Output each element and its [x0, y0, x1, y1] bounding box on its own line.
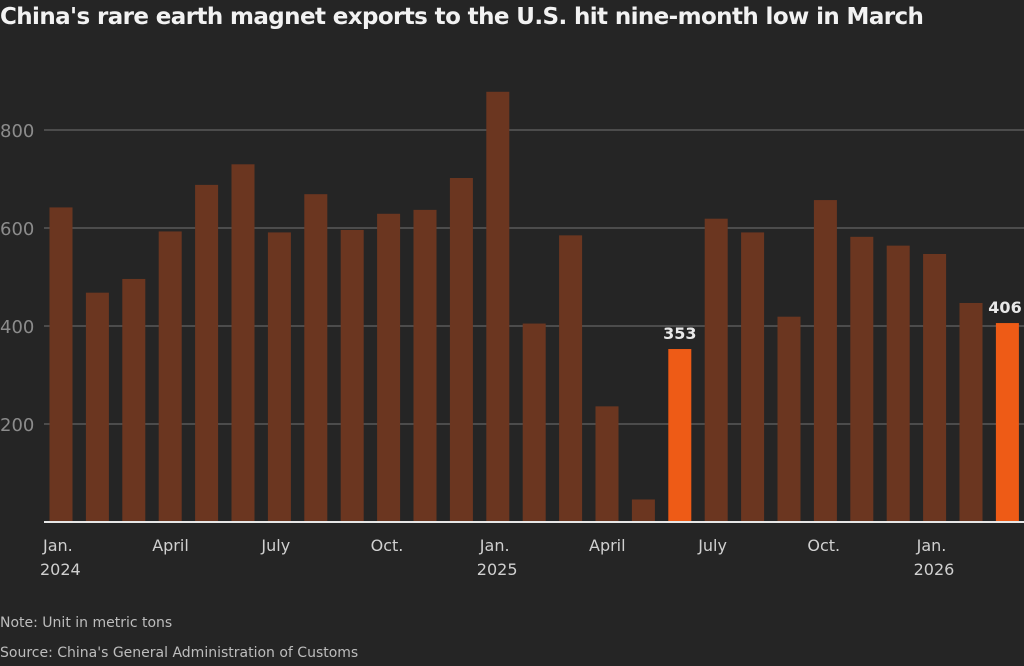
x-tick-label: July — [697, 536, 727, 555]
bar-2025-04 — [595, 406, 619, 522]
data-label: 406 — [988, 298, 1021, 317]
y-tick-label: 200 — [0, 415, 34, 436]
y-tick-label: 800 — [0, 121, 34, 142]
bar-2025-11 — [850, 236, 874, 522]
bar-2024-07 — [267, 232, 291, 522]
bar-2026-03 — [995, 323, 1019, 522]
x-tick-label: Jan. — [916, 536, 947, 555]
bar-2024-12 — [449, 178, 473, 522]
bar-2025-01 — [486, 91, 510, 522]
bar-2024-02 — [85, 292, 109, 522]
x-tick-label: July — [260, 536, 290, 555]
source-text: Source: China's General Administration o… — [0, 645, 359, 661]
bar-2024-05 — [195, 184, 219, 522]
bar-2024-10 — [377, 213, 401, 523]
x-tick-year: 2025 — [477, 560, 518, 579]
bar-2025-12 — [886, 245, 910, 522]
y-tick-label: 600 — [0, 219, 34, 240]
x-tick-year: 2024 — [40, 560, 81, 579]
bar-2024-08 — [304, 194, 328, 522]
chart-title: China's rare earth magnet exports to the… — [0, 4, 924, 30]
bar-2025-08 — [741, 232, 765, 522]
x-tick-label: Jan. — [479, 536, 510, 555]
x-tick-label: Jan. — [42, 536, 73, 555]
note-text: Note: Unit in metric tons — [0, 615, 173, 631]
bar-2024-06 — [231, 164, 255, 523]
bar-2024-04 — [158, 231, 182, 522]
bar-2025-07 — [704, 218, 728, 522]
data-label: 353 — [663, 324, 696, 343]
x-tick-label: April — [152, 536, 189, 555]
bar-2025-06 — [668, 349, 692, 522]
bar-2024-09 — [340, 229, 364, 522]
bar-2024-01 — [49, 207, 73, 523]
x-tick-label: Oct. — [371, 536, 404, 555]
bar-2026-02 — [959, 302, 983, 522]
bar-2024-11 — [413, 209, 437, 522]
bar-2026-01 — [923, 253, 947, 522]
bar-2025-05 — [631, 499, 655, 522]
bar-2025-02 — [522, 323, 546, 522]
bar-2024-03 — [122, 278, 146, 522]
x-tick-label: April — [589, 536, 626, 555]
bar-2025-09 — [777, 316, 801, 522]
x-tick-year: 2026 — [914, 560, 955, 579]
y-tick-label: 400 — [0, 317, 34, 338]
bar-2025-03 — [559, 235, 583, 522]
bar-2025-10 — [813, 200, 837, 522]
x-tick-label: Oct. — [807, 536, 840, 555]
